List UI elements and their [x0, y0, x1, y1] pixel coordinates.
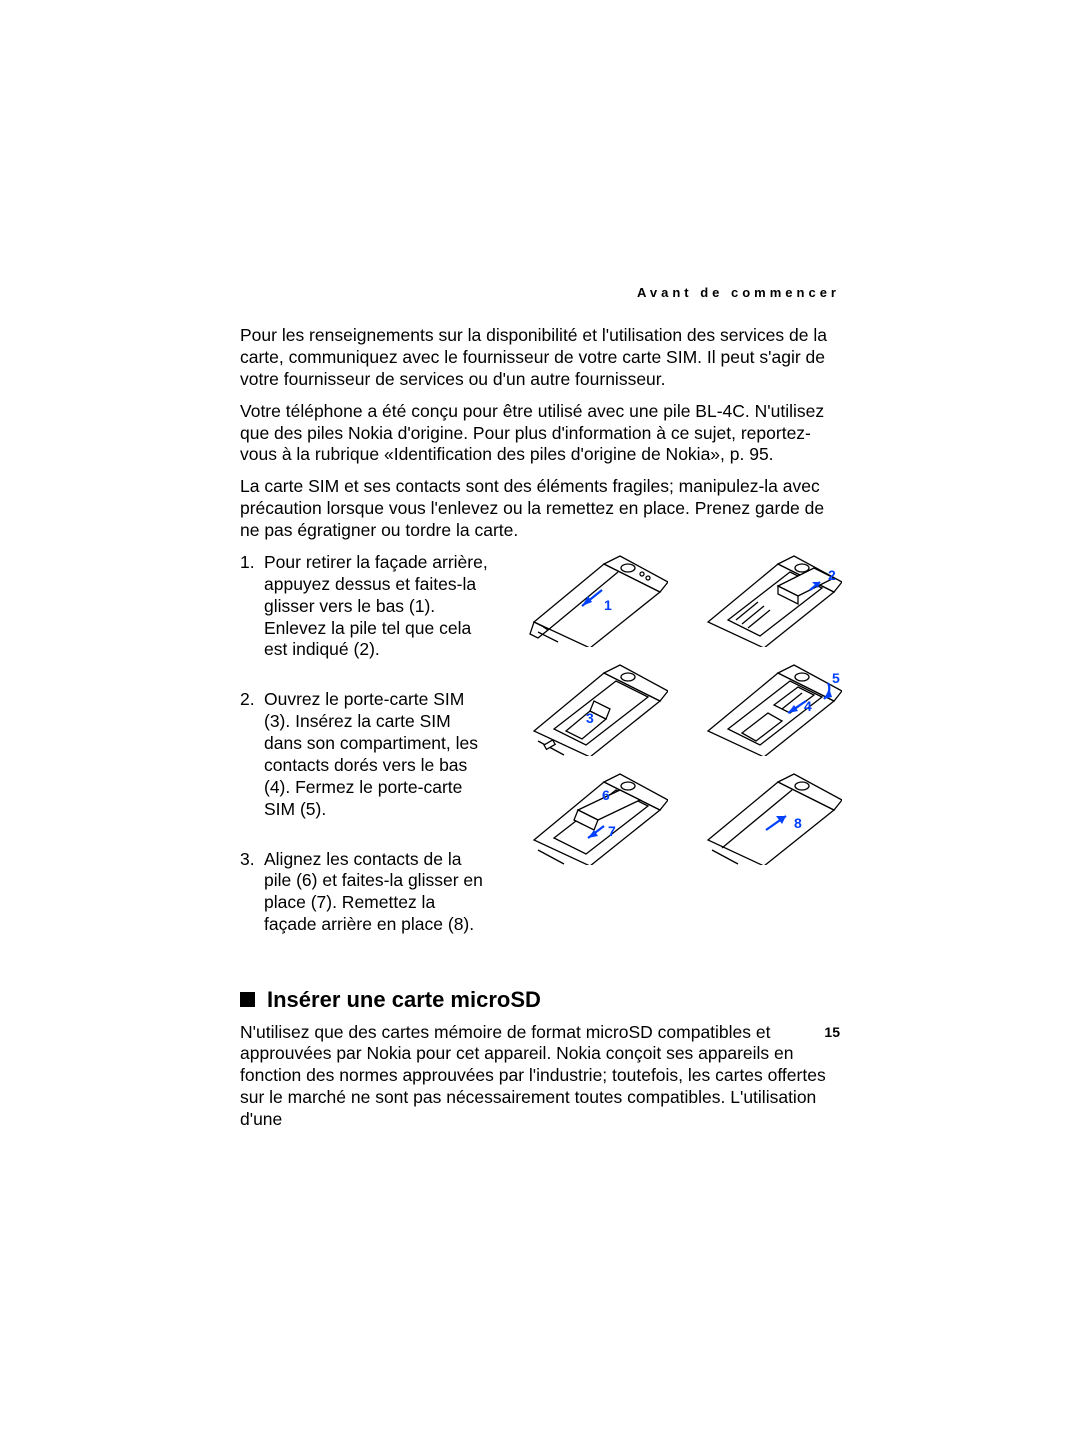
callout-1: 1 — [604, 597, 612, 613]
intro-para-1: Pour les renseignements sur la disponibi… — [240, 325, 840, 391]
section-title: Insérer une carte microSD — [267, 986, 541, 1014]
step-text: Ouvrez le porte-carte SIM (3). Insérez l… — [264, 689, 490, 820]
section-bullet-icon — [240, 992, 255, 1007]
section-body: N'utilisez que des cartes mémoire de for… — [240, 1022, 840, 1131]
phone-figure-2: 2 — [682, 552, 842, 647]
callout-7: 7 — [608, 823, 616, 839]
page-number: 15 — [824, 1024, 840, 1040]
phone-figure-6-7: 6 7 — [508, 770, 668, 865]
callout-6: 6 — [602, 787, 610, 803]
figure-column: 1 — [508, 552, 842, 865]
callout-3: 3 — [586, 710, 594, 726]
steps-and-figures: 1. Pour retirer la façade arrière, appuy… — [240, 552, 840, 964]
step-text: Pour retirer la façade arrière, appuyez … — [264, 552, 490, 661]
phone-figure-8: 8 — [682, 770, 842, 865]
intro-para-3: La carte SIM et ses contacts sont des él… — [240, 476, 840, 542]
phone-figure-4-5: 4 5 — [682, 661, 842, 756]
step-2: 2. Ouvrez le porte-carte SIM (3). Insére… — [240, 689, 490, 820]
body-text: Pour les renseignements sur la disponibi… — [240, 325, 840, 1131]
running-header: Avant de commencer — [637, 285, 840, 300]
callout-4: 4 — [804, 698, 812, 714]
step-number: 1. — [240, 552, 264, 661]
step-text: Alignez les contacts de la pile (6) et f… — [264, 849, 490, 937]
step-1: 1. Pour retirer la façade arrière, appuy… — [240, 552, 490, 661]
step-number: 2. — [240, 689, 264, 820]
phone-figure-3: 3 — [508, 661, 668, 756]
figure-row-2: 3 — [508, 661, 842, 756]
figure-row-3: 6 7 — [508, 770, 842, 865]
callout-8: 8 — [794, 815, 802, 831]
callout-5: 5 — [832, 670, 840, 686]
intro-para-2: Votre téléphone a été conçu pour être ut… — [240, 401, 840, 467]
step-number: 3. — [240, 849, 264, 937]
callout-2: 2 — [828, 567, 836, 583]
phone-figure-1: 1 — [508, 552, 668, 647]
step-list: 1. Pour retirer la façade arrière, appuy… — [240, 552, 490, 964]
figure-row-1: 1 — [508, 552, 842, 647]
manual-page: Avant de commencer Pour les renseignemen… — [0, 0, 1080, 1440]
section-heading: Insérer une carte microSD — [240, 986, 840, 1014]
step-3: 3. Alignez les contacts de la pile (6) e… — [240, 849, 490, 937]
